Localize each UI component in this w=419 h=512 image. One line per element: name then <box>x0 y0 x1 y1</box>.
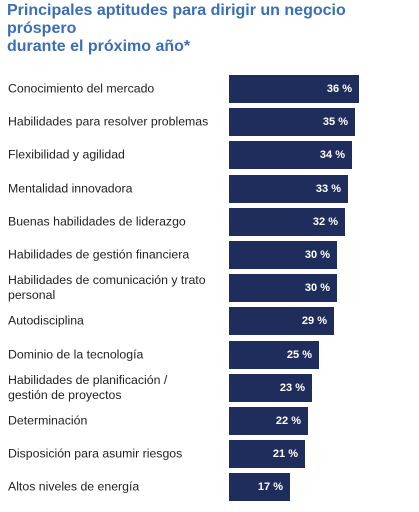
bar: 35 % <box>229 108 355 137</box>
category-label: Buenas habilidades de liderazgo <box>8 214 186 229</box>
value-label: 29 % <box>301 315 327 328</box>
bar-row: Disposición para asumir riesgos 21 % <box>0 440 419 469</box>
value-label: 23 % <box>279 381 305 394</box>
category-label: Conocimiento del mercado <box>8 81 155 96</box>
bar-row: Mentalidad innovadora 33 % <box>0 174 419 203</box>
category-label: Habilidades para resolver problemas <box>8 114 209 129</box>
value-label: 34 % <box>319 149 345 162</box>
category-label: Autodisciplina <box>8 313 84 328</box>
bar: 25 % <box>229 340 319 369</box>
bar-row: Conocimiento del mercado 36 % <box>0 75 419 103</box>
bar-row: Autodisciplina 29 % <box>0 307 419 336</box>
bar: 30 % <box>229 274 337 303</box>
category-label: Flexibilidad y agilidad <box>8 147 125 162</box>
bar: 32 % <box>229 207 345 236</box>
category-label: Disposición para asumir riesgos <box>8 446 183 461</box>
value-label: 32 % <box>312 215 338 228</box>
category-label: Altos niveles de energía <box>8 479 140 494</box>
category-label: Determinación <box>8 413 88 428</box>
category-label: Habilidades de gestión financiera <box>8 247 190 262</box>
bar-row: Habilidades de comunicación y trato perso… <box>0 273 419 303</box>
value-label: 33 % <box>315 182 341 195</box>
bar: 21 % <box>229 440 305 469</box>
value-label: 35 % <box>322 116 348 129</box>
bar: 34 % <box>229 141 352 170</box>
bar: 36 % <box>229 75 359 103</box>
value-label: 17 % <box>257 481 283 494</box>
bar-row: Altos niveles de energía 17 % <box>0 473 419 502</box>
category-label: Habilidades de comunicación y trato perso… <box>8 273 206 303</box>
value-label: 25 % <box>286 348 312 361</box>
bar: 23 % <box>229 373 312 402</box>
value-label: 22 % <box>275 415 301 427</box>
value-label: 30 % <box>304 282 330 295</box>
bar-row: Habilidades de planificación / gestión de… <box>0 372 419 402</box>
bar: 17 % <box>229 473 290 502</box>
bar: 30 % <box>229 241 337 269</box>
bar-row: Habilidades de gestión financiera 30 % <box>0 241 419 269</box>
value-label: 30 % <box>304 249 330 261</box>
bar: 29 % <box>229 307 334 336</box>
bar-row: Habilidades para resolver problemas 35 % <box>0 108 419 137</box>
chart-title: Principales aptitudes para dirigir un ne… <box>7 2 346 55</box>
bar-row: Flexibilidad y agilidad 34 % <box>0 141 419 170</box>
value-label: 36 % <box>326 83 352 95</box>
bar-row: Dominio de la tecnología 25 % <box>0 340 419 369</box>
bar-row: Determinación 22 % <box>0 407 419 435</box>
bar: 33 % <box>229 174 348 203</box>
category-label: Dominio de la tecnología <box>8 347 144 362</box>
category-label: Mentalidad innovadora <box>8 181 133 196</box>
bar-row: Buenas habilidades de liderazgo 32 % <box>0 207 419 236</box>
category-label: Habilidades de planificación / gestión de… <box>8 372 168 402</box>
bar: 22 % <box>229 407 308 435</box>
value-label: 21 % <box>272 448 298 461</box>
